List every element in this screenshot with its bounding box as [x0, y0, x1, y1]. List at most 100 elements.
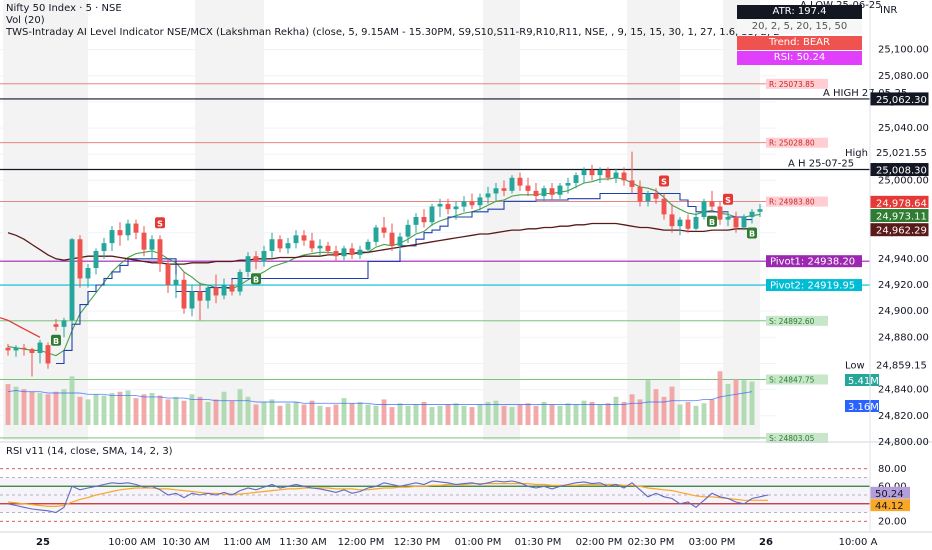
candle-body: [741, 217, 747, 228]
volume-bar: [653, 389, 659, 425]
time-tick-label: 02:00 PM: [576, 537, 623, 548]
candle-body: [205, 287, 211, 301]
candle-body: [349, 248, 355, 255]
volume-bar: [61, 389, 67, 425]
rsi-value-tag-label: 44.12: [875, 501, 904, 512]
candle-body: [749, 211, 755, 217]
volume-bar: [221, 391, 227, 425]
volume-bar: [389, 407, 395, 425]
time-tick-label: 25: [36, 537, 50, 548]
candle-body: [461, 201, 467, 207]
session-band: [195, 0, 264, 440]
rsi-ma-line: [7, 483, 768, 507]
volume-bar: [237, 389, 243, 425]
candle-body: [165, 264, 171, 285]
candle-body: [501, 188, 507, 191]
volume-bar: [717, 371, 723, 425]
volume-bar: [549, 404, 555, 425]
candle-body: [757, 209, 763, 212]
symbol-title[interactable]: Nifty 50 Index · 5 · NSE: [6, 3, 122, 14]
rsi-tick-label: 60.00: [878, 481, 907, 492]
volume-bar: [269, 399, 275, 425]
rsi-value-tag-bg: [870, 499, 910, 512]
volume-bar: [245, 396, 251, 425]
price-tick-label: 24,820.00: [878, 411, 929, 422]
volume-bar: [29, 391, 35, 425]
price-tick-label: 24,800.00: [878, 437, 929, 448]
candle-body: [197, 291, 203, 301]
candle-body: [13, 347, 19, 351]
price-tag-label: 25,008.30: [876, 166, 927, 177]
candle-body: [413, 217, 419, 225]
volume-bar: [325, 407, 331, 425]
volume-bar: [749, 381, 755, 425]
trend-box: Trend: BEAR: [737, 36, 862, 50]
candle-body: [373, 227, 379, 242]
volume-bar: [117, 391, 123, 425]
price-tag-prefix: High: [845, 148, 868, 159]
volume-bar: [621, 401, 627, 425]
volume-bar: [597, 404, 603, 425]
level-tag-label: S: 24847.75: [769, 375, 815, 384]
rsi-label[interactable]: RSI v11 (14, close, SMA, 14, 2, 3): [6, 446, 173, 457]
price-tick-label: 24,940.00: [878, 254, 929, 265]
volume-tag-label: 3.16M: [848, 402, 879, 413]
signal-letter: B: [709, 218, 715, 227]
volume-bar: [685, 401, 691, 425]
volume-bar: [277, 405, 283, 425]
candle-body: [605, 169, 611, 178]
level-tag-label: R: 25028.80: [769, 139, 815, 148]
candle-body: [309, 240, 315, 249]
candle-body: [29, 349, 35, 353]
candle-body: [261, 251, 267, 262]
volume-bar: [733, 378, 739, 425]
volume-bar: [229, 400, 235, 425]
candle-body: [733, 217, 739, 228]
candle-body: [285, 243, 291, 249]
candle-body: [397, 236, 403, 246]
candle-body: [117, 230, 123, 236]
volume-bar: [589, 401, 595, 425]
candle-body: [229, 285, 235, 292]
currency-label[interactable]: INR: [880, 5, 898, 16]
candle-body: [429, 206, 435, 223]
volume-bar: [421, 401, 427, 425]
volume-bar: [557, 405, 563, 425]
volume-bar: [109, 393, 115, 425]
time-tick-label: 11:30 AM: [279, 537, 326, 548]
candle-body: [485, 193, 491, 198]
volume-bar: [357, 401, 363, 425]
candle-body: [213, 287, 219, 296]
level-tag-label: Pivot1: 24938.20: [770, 257, 855, 268]
volume-indicator-label[interactable]: Vol (20): [6, 15, 45, 26]
candle-body: [629, 180, 635, 187]
ai-indicator-label[interactable]: TWS-Intraday AI Level Indicator NSE/MCX …: [6, 27, 781, 38]
volume-bar: [669, 386, 675, 425]
signal-sell-marker: [723, 193, 733, 205]
volume-bar: [565, 403, 571, 425]
volume-bar: [85, 399, 91, 425]
price-tick-label: 25,000.00: [878, 175, 929, 186]
rsi-value-tag-label: 50.24: [875, 489, 904, 500]
candle-body: [333, 251, 339, 257]
candle-body: [405, 224, 411, 237]
volume-bar: [725, 384, 731, 425]
session-band: [483, 0, 520, 440]
candle-body: [637, 186, 643, 202]
price-tag-label: 25,021.55: [876, 148, 927, 159]
volume-bar: [461, 405, 467, 425]
candle-body: [685, 219, 691, 229]
volume-bar: [445, 404, 451, 425]
volume-bar: [341, 398, 347, 425]
candle-body: [21, 347, 27, 350]
candle-body: [189, 291, 195, 309]
volume-bar: [157, 395, 163, 425]
price-tag-label: 25,062.30: [876, 95, 927, 106]
level-tag-bg: [766, 137, 828, 148]
volume-bar: [397, 403, 403, 425]
candle-body: [693, 217, 699, 229]
volume-bar: [125, 390, 131, 425]
